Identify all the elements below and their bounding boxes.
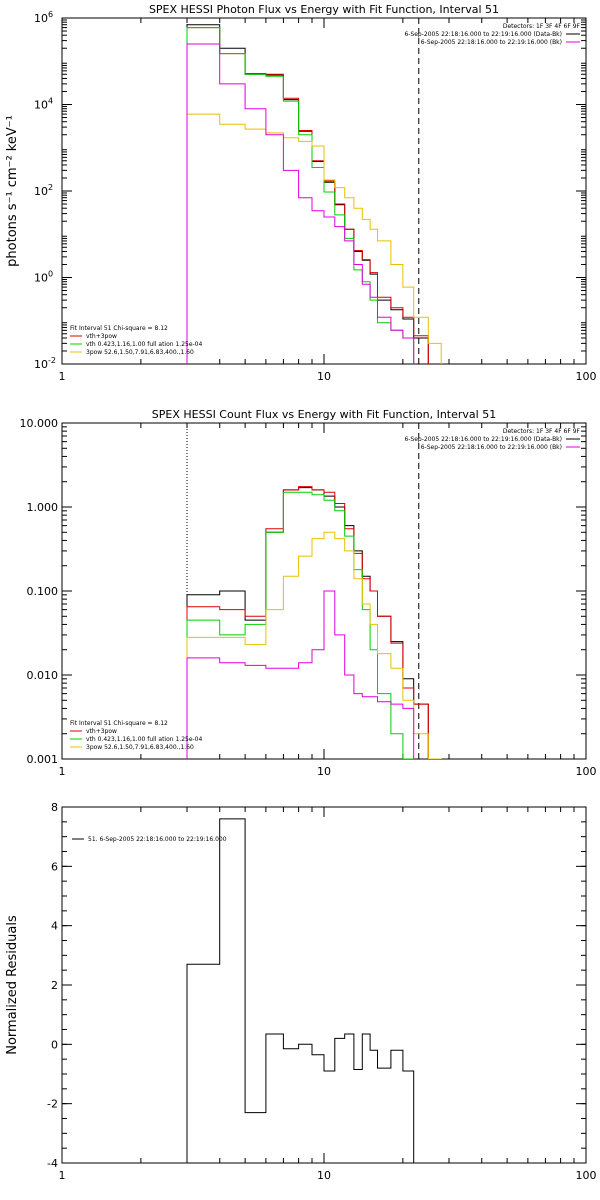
y-tick-label: 0.010 (27, 669, 59, 682)
x-tick-label: 100 (576, 765, 597, 778)
series-group (186, 486, 442, 759)
y-tick-label: 6 (51, 860, 58, 873)
series-pow (186, 43, 415, 364)
x-tick-label: 10 (317, 1169, 331, 1182)
y-tick-label: 0 (51, 1038, 58, 1051)
y-tick-exponent: 6 (48, 10, 53, 19)
legend-entry: 6-Sep-2005 22:18:16.000 to 22:19:16.000 … (404, 31, 562, 38)
x-tick-label: 100 (576, 370, 597, 383)
y-tick-label: 10 (34, 358, 48, 371)
legend-entry: 3pow 52.6,1.50,7.91,6.83,400.,1.60 (86, 744, 194, 751)
chart-panel-2: SPEX HESSI Count Flux vs Energy with Fit… (20, 408, 597, 778)
series-vth-3pow (186, 27, 429, 364)
legend-entry: 3pow 52.6,1.50,7.91,6.83,400.,1.60 (86, 349, 194, 356)
series-vth (186, 491, 415, 759)
x-tick-label: 10 (317, 370, 331, 383)
series-data (186, 24, 429, 364)
legend-entry: vth+3pow (86, 333, 117, 340)
x-tick-label: 1 (59, 1169, 66, 1182)
y-tick-label: 10 (34, 272, 48, 285)
legend-detectors: Detectors: 1F 3F 4F 6F 9F (503, 428, 581, 435)
y-tick-label: 10 (34, 12, 48, 25)
legend-entry: 6-Sep-2005 22:18:16.000 to 22:19:16.000 … (404, 436, 562, 443)
legend-entry: 51. 6-Sep-2005 22:18:16.000 to 22:19:16.… (88, 836, 227, 843)
legend-entry: vth 0.423,1.16,1.00 full ation 1.25e-04 (86, 341, 202, 348)
y-tick-label: 4 (51, 920, 58, 933)
legend-entry: vth+3pow (86, 728, 117, 735)
y-tick-exponent: 0 (48, 270, 53, 279)
series-51- (186, 818, 415, 1163)
series-3pow (186, 531, 442, 759)
y-tick-label: 0.100 (27, 585, 59, 598)
y-tick-exponent: 2 (48, 183, 53, 192)
legend-entry: 6-Sep-2005 22:18:16.000 to 22:19:16.000 … (421, 444, 562, 451)
x-tick-label: 1 (59, 765, 66, 778)
chart-panel-1: SPEX HESSI Photon Flux vs Energy with Fi… (5, 3, 597, 383)
legend-entry: 6-Sep-2005 22:18:16.000 to 22:19:16.000 … (421, 39, 562, 46)
y-tick-label: -4 (47, 1157, 58, 1170)
legend-fit-interval: Fit Interval 51 Chi-square = 8.12 (70, 720, 168, 727)
chart-title: SPEX HESSI Count Flux vs Energy with Fit… (152, 408, 496, 421)
series-vth-3pow (186, 486, 429, 759)
x-tick-label: 10 (317, 765, 331, 778)
series-vth (186, 27, 415, 364)
y-tick-label: 2 (51, 979, 58, 992)
x-tick-label: 100 (576, 1169, 597, 1182)
y-tick-exponent: -2 (48, 356, 56, 365)
y-tick-label: 1.000 (27, 501, 59, 514)
legend-fit-interval: Fit Interval 51 Chi-square = 8.12 (70, 325, 168, 332)
series-group (186, 24, 442, 364)
y-axis-label: photons s⁻¹ cm⁻² keV⁻¹ (5, 115, 20, 267)
series-group (186, 818, 415, 1163)
series-data (186, 487, 429, 759)
series-3pow (186, 113, 442, 364)
y-tick-label: 10.000 (20, 417, 59, 430)
legend-entry: vth 0.423,1.16,1.00 full ation 1.25e-04 (86, 736, 202, 743)
series-pow (186, 590, 415, 759)
y-axis-label: Normalized Residuals (5, 915, 20, 1055)
y-tick-label: -2 (47, 1098, 58, 1111)
x-tick-label: 1 (59, 370, 66, 383)
y-tick-label: 8 (51, 801, 58, 814)
plot-frame (61, 806, 587, 1164)
y-tick-exponent: 4 (48, 97, 53, 106)
y-tick-label: 10 (34, 99, 48, 112)
y-tick-label: 0.001 (27, 753, 59, 766)
y-tick-label: 10 (34, 185, 48, 198)
chart-title: SPEX HESSI Photon Flux vs Energy with Fi… (149, 3, 499, 16)
legend-detectors: Detectors: 1F 3F 4F 6F 9F (503, 23, 581, 30)
chart-panel-3: 1 10 100 -4 -2 0 2 4 6 8 Normalized Residuals 51. 6… (5, 801, 597, 1182)
